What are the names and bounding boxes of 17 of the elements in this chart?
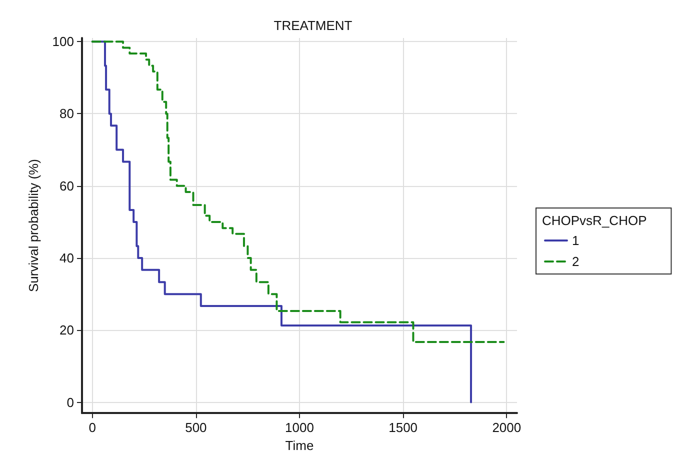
- x-tick-label: 1500: [388, 420, 418, 436]
- x-tick-label: 2000: [492, 420, 522, 436]
- legend-label: 2: [572, 254, 580, 269]
- legend-label: 1: [572, 233, 580, 248]
- x-axis-title: Time: [285, 438, 314, 453]
- y-tick-label: 0: [66, 394, 74, 410]
- legend-title: CHOPvsR_CHOP: [542, 213, 647, 228]
- y-tick-label: 20: [60, 322, 74, 338]
- y-tick-label: 60: [60, 178, 74, 194]
- y-tick-label: 100: [52, 34, 74, 50]
- y-axis-title: Survival probability (%): [26, 159, 41, 292]
- x-tick-label: 0: [88, 420, 96, 436]
- x-tick-label: 500: [185, 420, 207, 436]
- y-tick-label: 40: [60, 250, 74, 266]
- y-tick-label: 80: [60, 106, 74, 122]
- x-tick-label: 1000: [285, 420, 314, 436]
- chart-title: TREATMENT: [274, 18, 352, 33]
